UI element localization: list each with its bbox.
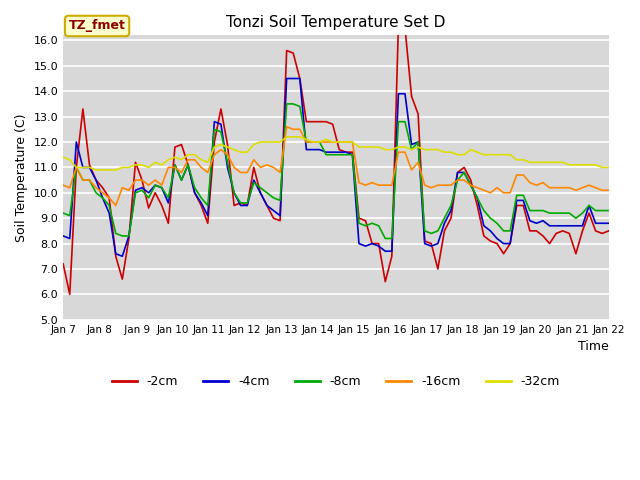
-4cm (66, 236, 74, 241)
-16cm (60, 182, 67, 188)
Line: -2cm: -2cm (63, 25, 609, 294)
-4cm (486, 228, 494, 234)
Line: -4cm: -4cm (63, 79, 609, 256)
-2cm (513, 203, 520, 208)
-8cm (92, 190, 100, 196)
-16cm (92, 185, 100, 191)
Line: -16cm: -16cm (63, 127, 609, 205)
-16cm (283, 124, 291, 130)
Text: TZ_fmet: TZ_fmet (68, 20, 125, 33)
-32cm (342, 139, 349, 145)
Title: Tonzi Soil Temperature Set D: Tonzi Soil Temperature Set D (227, 15, 445, 30)
X-axis label: Time: Time (578, 340, 609, 353)
-2cm (309, 119, 317, 124)
-8cm (309, 139, 317, 145)
-16cm (316, 139, 323, 145)
-32cm (605, 165, 612, 170)
-16cm (605, 187, 612, 193)
-16cm (513, 172, 520, 178)
-32cm (99, 167, 106, 173)
-8cm (60, 210, 67, 216)
-32cm (283, 134, 291, 140)
-16cm (342, 139, 349, 145)
-4cm (513, 198, 520, 204)
-4cm (342, 149, 349, 155)
-2cm (60, 261, 67, 267)
-8cm (513, 192, 520, 198)
-2cm (486, 238, 494, 244)
-2cm (605, 228, 612, 234)
-8cm (66, 213, 74, 218)
-8cm (335, 152, 343, 157)
-2cm (335, 147, 343, 153)
-2cm (72, 165, 80, 170)
-8cm (605, 208, 612, 214)
Line: -8cm: -8cm (63, 104, 609, 239)
-16cm (486, 190, 494, 196)
-2cm (99, 185, 106, 191)
-4cm (605, 220, 612, 226)
-32cm (316, 139, 323, 145)
-32cm (513, 157, 520, 163)
-4cm (316, 147, 323, 153)
-32cm (486, 152, 494, 157)
Y-axis label: Soil Temperature (C): Soil Temperature (C) (15, 113, 28, 242)
-2cm (395, 22, 403, 28)
-4cm (283, 76, 291, 82)
-4cm (92, 177, 100, 183)
-32cm (92, 167, 100, 173)
Line: -32cm: -32cm (63, 137, 609, 170)
-32cm (66, 157, 74, 163)
-8cm (486, 216, 494, 221)
-16cm (66, 185, 74, 191)
-8cm (283, 101, 291, 107)
-8cm (381, 236, 389, 241)
-16cm (112, 203, 120, 208)
-4cm (118, 253, 126, 259)
Legend: -2cm, -4cm, -8cm, -16cm, -32cm: -2cm, -4cm, -8cm, -16cm, -32cm (107, 370, 565, 393)
-2cm (66, 291, 74, 297)
-4cm (60, 233, 67, 239)
-32cm (60, 155, 67, 160)
